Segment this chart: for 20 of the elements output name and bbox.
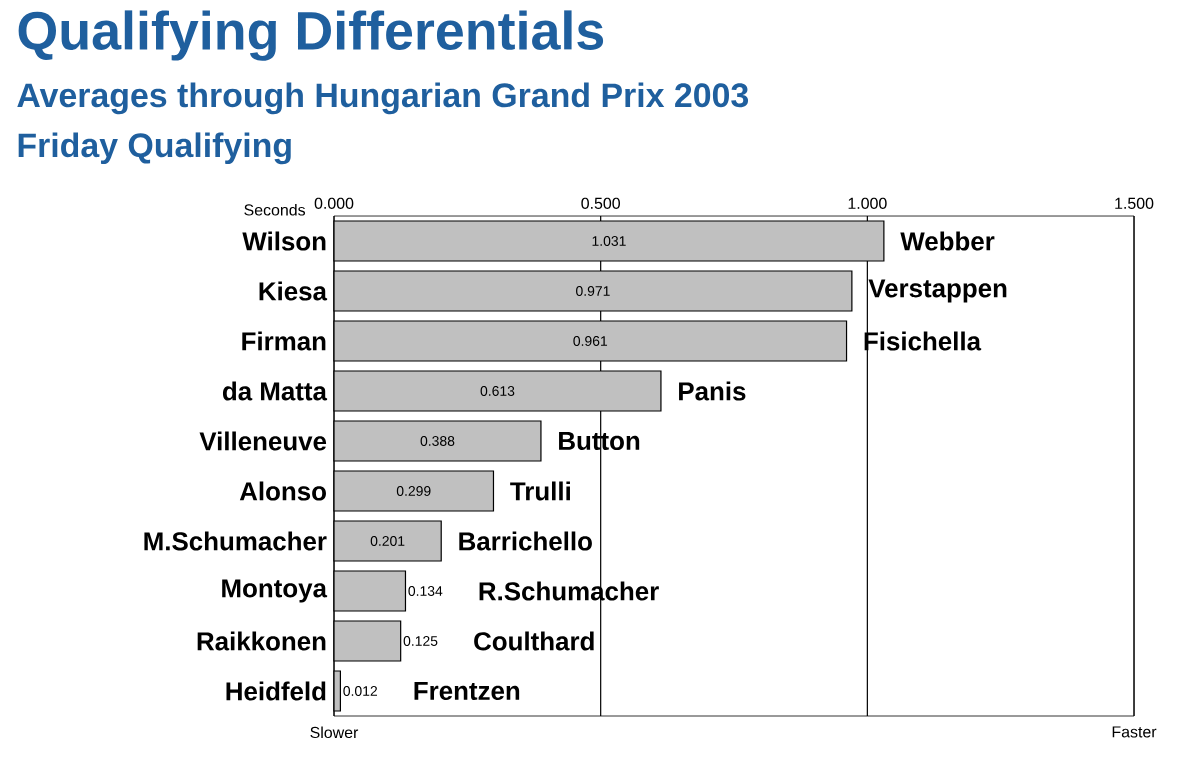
y-tick-label: Wilson (242, 231, 326, 251)
y-tick-label: Heidfeld (226, 681, 326, 701)
annotation: Barrichello (459, 531, 592, 551)
annotation: Trulli (510, 481, 570, 501)
chart-subtitle: Averages through Hungarian Grand Prix 2003 (17, 82, 749, 115)
annotation: Coulthard (474, 631, 594, 651)
y-tick-label: Firman (242, 331, 326, 351)
y-tick-label: da Matta (222, 381, 328, 401)
y-tick-label: M.Schumacher (144, 531, 327, 551)
y-tick-label: Villeneuve (199, 431, 327, 451)
y-tick-label: Kiesa (259, 281, 328, 301)
y-tick-label: Raikkonen (197, 631, 326, 651)
annotation: Webber (900, 231, 995, 251)
annotation: Verstappen (868, 279, 1007, 303)
text: Friday Qualifying (18, 132, 291, 165)
annotation: Frentzen (414, 681, 520, 701)
y-tick-label: Alonso (239, 481, 326, 501)
chart-title: Qualifying Differentials (18, 10, 604, 61)
annotation: Panis (679, 381, 746, 401)
y-tick-label: Montoya (222, 579, 328, 603)
